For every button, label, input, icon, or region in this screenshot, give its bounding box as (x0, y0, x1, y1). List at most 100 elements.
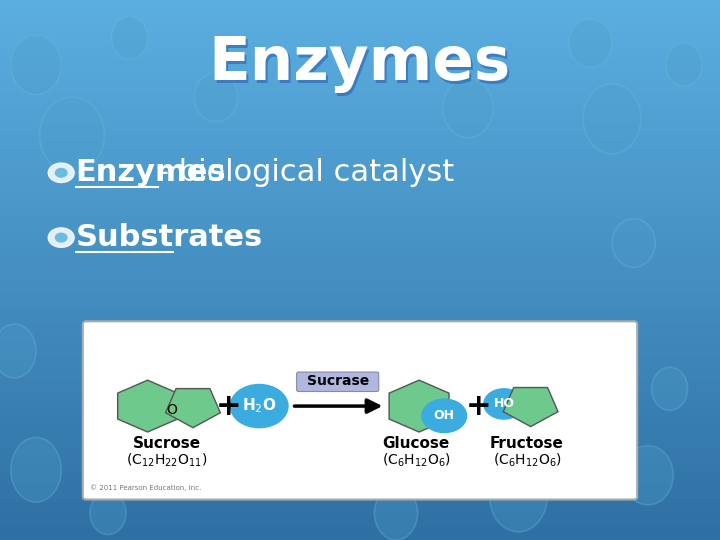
Ellipse shape (11, 35, 61, 94)
Bar (0, 524, 720, 529)
Bar (0, 205, 720, 211)
Text: H$_2$O: H$_2$O (242, 397, 276, 415)
Text: Substrates: Substrates (76, 223, 263, 252)
Bar (0, 27, 720, 32)
Bar (0, 22, 720, 27)
Bar (0, 211, 720, 216)
Bar (0, 394, 720, 400)
Bar (0, 373, 720, 378)
Ellipse shape (569, 19, 612, 68)
Bar (0, 443, 720, 448)
Text: © 2011 Pearson Education, Inc.: © 2011 Pearson Education, Inc. (90, 484, 202, 491)
Bar (0, 65, 720, 70)
Bar (0, 470, 720, 475)
Bar (0, 502, 720, 508)
Bar (0, 410, 720, 416)
Ellipse shape (11, 437, 61, 502)
Bar (0, 416, 720, 421)
Ellipse shape (666, 43, 702, 86)
Bar (0, 405, 720, 410)
Bar (0, 189, 720, 194)
Bar (0, 319, 720, 324)
Bar (0, 275, 720, 281)
Bar (0, 346, 720, 351)
Ellipse shape (112, 16, 148, 59)
Text: Enzymes: Enzymes (209, 34, 511, 93)
Circle shape (422, 399, 467, 433)
Bar (0, 135, 720, 140)
Bar (0, 486, 720, 491)
Bar (0, 167, 720, 173)
Bar (0, 427, 720, 432)
Text: (C$_{12}$H$_{22}$O$_{11}$): (C$_{12}$H$_{22}$O$_{11}$) (127, 451, 207, 469)
Bar (0, 367, 720, 373)
Circle shape (48, 228, 74, 247)
Bar (0, 184, 720, 189)
Bar (0, 178, 720, 184)
Bar (0, 497, 720, 502)
Bar (0, 308, 720, 313)
Bar (0, 81, 720, 86)
Text: Sucrose: Sucrose (133, 436, 201, 451)
Bar (0, 383, 720, 389)
Bar (0, 38, 720, 43)
Bar (0, 113, 720, 119)
Bar (0, 297, 720, 302)
Bar (0, 389, 720, 394)
Bar (0, 119, 720, 124)
Circle shape (230, 384, 288, 428)
Bar (0, 108, 720, 113)
Text: HO: HO (493, 397, 515, 410)
Bar (0, 356, 720, 362)
Bar (0, 513, 720, 518)
Polygon shape (117, 380, 178, 432)
Bar (0, 238, 720, 243)
Bar (0, 313, 720, 319)
Text: (C$_6$H$_{12}$O$_6$): (C$_6$H$_{12}$O$_6$) (492, 451, 562, 469)
Bar (0, 146, 720, 151)
Bar (0, 243, 720, 248)
Bar (0, 59, 720, 65)
Bar (0, 232, 720, 238)
Bar (0, 259, 720, 265)
Text: Fructose: Fructose (490, 436, 564, 451)
Bar (0, 151, 720, 157)
Bar (0, 432, 720, 437)
Ellipse shape (443, 78, 493, 138)
Bar (0, 70, 720, 76)
Bar (0, 216, 720, 221)
Circle shape (55, 233, 67, 242)
Circle shape (48, 163, 74, 183)
Text: Sucrase: Sucrase (307, 374, 369, 388)
Bar (0, 227, 720, 232)
Bar (0, 491, 720, 497)
Bar (0, 508, 720, 513)
Text: Enzymes: Enzymes (210, 37, 513, 96)
Bar (0, 535, 720, 540)
Bar (0, 324, 720, 329)
Bar (0, 454, 720, 459)
Bar (0, 292, 720, 297)
Polygon shape (503, 388, 558, 427)
Ellipse shape (583, 84, 641, 154)
FancyBboxPatch shape (297, 372, 379, 391)
Bar (0, 173, 720, 178)
Bar (0, 11, 720, 16)
Bar (0, 286, 720, 292)
Bar (0, 421, 720, 427)
Bar (0, 130, 720, 135)
Bar (0, 459, 720, 464)
Bar (0, 54, 720, 59)
Text: +: + (216, 392, 242, 421)
Bar (0, 335, 720, 340)
Ellipse shape (374, 486, 418, 540)
Ellipse shape (194, 73, 238, 122)
Circle shape (484, 389, 524, 419)
Ellipse shape (0, 324, 36, 378)
Bar (0, 464, 720, 470)
Text: Enzymes: Enzymes (76, 158, 226, 187)
Bar (0, 162, 720, 167)
Bar (0, 351, 720, 356)
Bar (0, 248, 720, 254)
Ellipse shape (612, 219, 655, 267)
